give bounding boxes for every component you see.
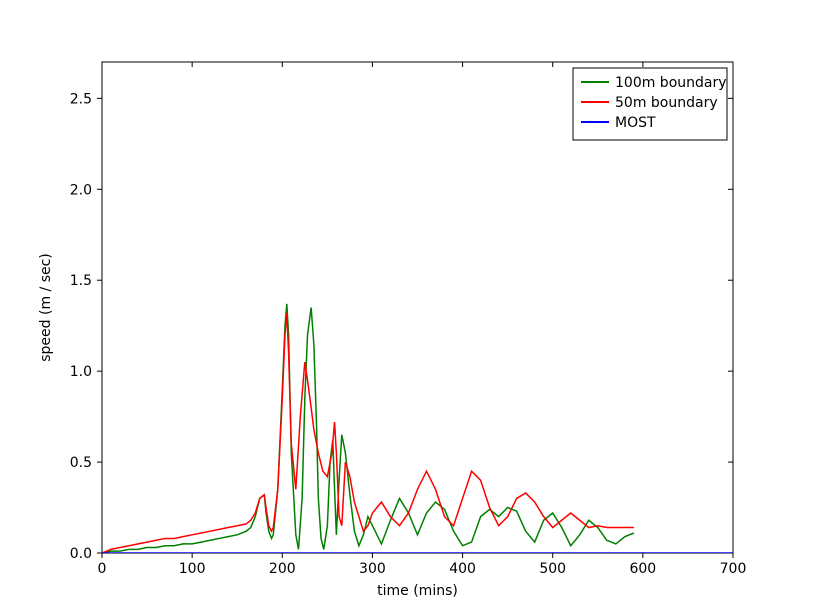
legend-label: 50m boundary xyxy=(615,95,718,111)
chart-svg: 0 100 200 300 400 500 600 700 time (mins) 0.0 0.5 1… xyxy=(0,0,815,615)
x-tick-label: 200 xyxy=(269,561,296,577)
x-tick-label: 400 xyxy=(449,561,476,577)
legend: 100m boundary 50m boundary MOST xyxy=(573,68,727,140)
y-tick-label: 1.5 xyxy=(70,273,92,289)
y-axis-label: speed (m / sec) xyxy=(38,253,54,362)
x-tick-label: 100 xyxy=(179,561,206,577)
y-tick-label: 2.5 xyxy=(70,91,92,107)
x-tick-label: 500 xyxy=(539,561,566,577)
x-tick-label: 600 xyxy=(629,561,656,577)
speed-time-chart: 0 100 200 300 400 500 600 700 time (mins) 0.0 0.5 1… xyxy=(0,0,815,615)
y-tick-label: 0.0 xyxy=(70,546,92,562)
x-axis-label: time (mins) xyxy=(377,583,458,599)
x-tick-label: 0 xyxy=(98,561,107,577)
x-tick-label: 300 xyxy=(359,561,386,577)
legend-label: MOST xyxy=(615,115,656,131)
x-tick-label: 700 xyxy=(720,561,747,577)
legend-label: 100m boundary xyxy=(615,75,727,91)
y-tick-label: 1.0 xyxy=(70,364,92,380)
y-tick-label: 0.5 xyxy=(70,455,92,471)
y-tick-label: 2.0 xyxy=(70,182,92,198)
